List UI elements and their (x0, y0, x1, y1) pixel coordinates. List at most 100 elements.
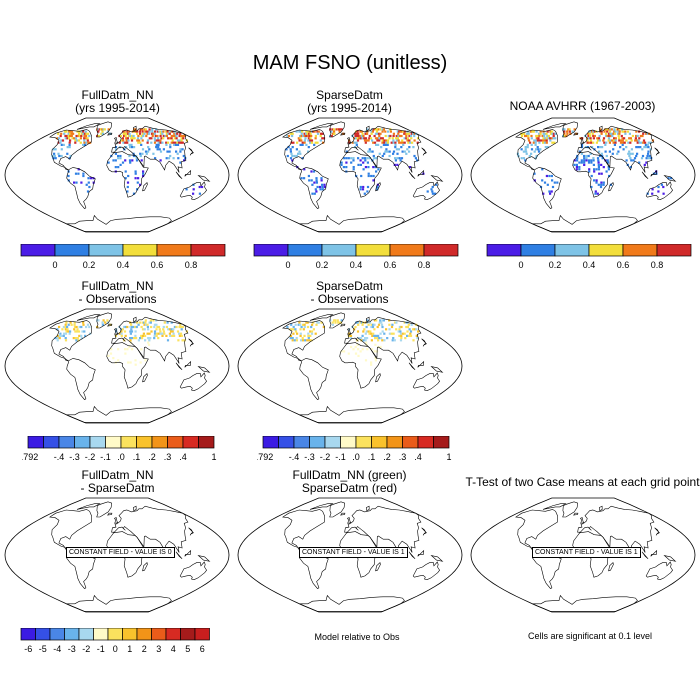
grid-cell (580, 152, 583, 155)
grid-cell (129, 337, 132, 340)
grid-cell (554, 137, 557, 140)
colorbar-box (309, 435, 326, 449)
grid-cell (361, 348, 364, 351)
grid-cell (161, 332, 164, 335)
grid-cell (172, 134, 175, 138)
coastline (542, 123, 567, 130)
grid-cell (118, 141, 121, 144)
grid-cell (314, 332, 317, 335)
coastline (197, 175, 211, 182)
grid-cell (367, 166, 370, 169)
coastline (365, 125, 370, 132)
grid-cell (192, 183, 195, 186)
grid-cell (122, 132, 125, 135)
grid-cell (159, 134, 162, 138)
grid-cell (602, 183, 605, 186)
grid-cell (621, 139, 624, 142)
grid-cell (606, 128, 610, 131)
grid-cell (380, 337, 383, 340)
grid-cell (372, 174, 375, 178)
panel-title-4: FullDatm_NN - Observations (5, 280, 230, 306)
grid-cell (144, 130, 147, 133)
grid-cell (323, 183, 326, 186)
grid-cell (543, 134, 546, 138)
grid-cell (388, 137, 391, 140)
grid-cell (597, 159, 600, 162)
grid-cell (392, 132, 395, 135)
grid-cell (161, 132, 164, 135)
grid-cell (593, 130, 596, 133)
grid-cell (369, 330, 372, 333)
grid-cell (646, 132, 649, 135)
grid-cell (291, 146, 294, 149)
grid-cell (129, 339, 132, 342)
grid-cell (127, 361, 130, 364)
grid-cell (392, 337, 395, 340)
grid-cell (583, 159, 586, 162)
grid-cell (403, 150, 406, 153)
map-svg (470, 117, 696, 233)
grid-cell (588, 170, 591, 173)
grid-cell (535, 148, 538, 151)
panel-title-5: SparseDatm - Observations (237, 280, 462, 306)
grid-cell (299, 332, 302, 335)
grid-cell (543, 139, 547, 142)
grid-cell (71, 137, 74, 140)
grid-cell (585, 154, 588, 158)
grid-cell (376, 132, 379, 135)
grid-cell (520, 148, 523, 151)
grid-cell (381, 128, 384, 131)
grid-cell (415, 334, 418, 337)
grid-cell (591, 146, 594, 149)
grid-cell (165, 157, 168, 160)
grid-cell (647, 141, 650, 144)
colorbar-tick-label: 6 (200, 644, 205, 654)
grid-cell (407, 323, 410, 326)
grid-cell (378, 337, 381, 340)
grid-cell (410, 323, 413, 326)
grid-cell (178, 334, 181, 337)
grid-cell (416, 137, 420, 140)
grid-cell (525, 134, 528, 138)
note-model-relative: Model relative to Obs (314, 632, 400, 642)
grid-cell (76, 139, 79, 142)
grid-cell (139, 154, 142, 158)
colorbar-box (656, 243, 692, 257)
grid-cell (290, 132, 293, 135)
grid-cell (308, 339, 311, 342)
grid-cell (172, 141, 175, 144)
grid-cell (549, 192, 552, 195)
grid-cell (388, 328, 391, 331)
grid-cell (67, 132, 70, 135)
coastline (179, 181, 207, 201)
grid-cell (618, 137, 621, 140)
grid-cell (330, 134, 333, 138)
grid-cell (355, 141, 358, 144)
grid-cell (170, 328, 173, 331)
coastline (532, 214, 638, 232)
grid-cell (642, 139, 646, 142)
grid-cell (366, 130, 369, 133)
grid-cell (624, 132, 627, 135)
colorbar-tick-label: 0.6 (617, 260, 630, 270)
grid-cell (180, 328, 183, 331)
grid-cell (53, 154, 56, 158)
grid-cell (124, 325, 127, 329)
constant-field-label-3: CONSTANT FIELD - VALUE IS 1 (532, 547, 641, 558)
grid-cell (107, 128, 110, 131)
grid-cell (357, 132, 360, 135)
grid-cell (345, 157, 348, 160)
grid-cell (296, 141, 299, 144)
grid-cell (311, 183, 314, 186)
coastline (417, 360, 425, 368)
grid-cell (378, 152, 381, 155)
grid-cell (648, 154, 651, 158)
grid-cell (141, 139, 144, 142)
grid-cell (383, 139, 386, 142)
grid-cell (397, 330, 400, 333)
grid-cell (158, 328, 161, 331)
grid-cell (403, 137, 406, 140)
grid-cell (131, 337, 134, 340)
grid-cell (348, 139, 351, 142)
grid-cell (590, 161, 593, 164)
